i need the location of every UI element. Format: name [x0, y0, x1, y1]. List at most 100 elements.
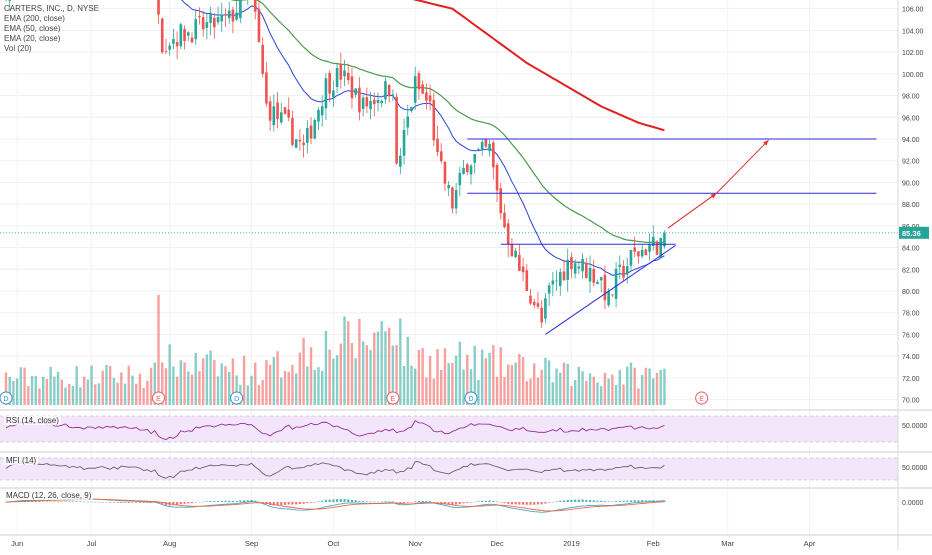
volume-bar	[294, 373, 298, 405]
candle-body	[328, 72, 331, 94]
macd-histogram-bar	[123, 502, 127, 503]
macd-histogram-bar	[109, 502, 112, 503]
macd-pane-label[interactable]: MACD (12, 26, close, 9)	[4, 491, 94, 500]
volume-bar	[168, 344, 171, 405]
candle-body	[335, 68, 339, 88]
candle-body	[343, 70, 346, 77]
event-marker-label: E	[156, 396, 161, 403]
candle-body	[413, 76, 417, 103]
candle-body	[313, 119, 317, 139]
volume-bar	[291, 364, 294, 405]
volume-bar	[265, 359, 268, 405]
price-tick-label: 72.00	[902, 376, 920, 383]
rsi-pane-label[interactable]: RSI (14, close)	[4, 416, 61, 425]
candle-body	[291, 117, 294, 145]
projection-arrowhead-1	[710, 193, 717, 199]
candle-body	[480, 141, 484, 150]
macd-histogram-bar	[216, 500, 220, 502]
volume-bar	[101, 370, 104, 405]
candle-body	[253, 0, 257, 12]
macd-histogram-bar	[417, 500, 421, 502]
macd-histogram-bar	[499, 502, 502, 503]
macd-histogram-bar	[492, 500, 495, 502]
candle-body	[488, 143, 491, 152]
candle-body	[477, 148, 480, 150]
candle-body	[484, 138, 488, 147]
price-tick-label: 102.00	[902, 50, 924, 57]
macd-histogram-bar	[577, 499, 580, 502]
candle-body	[592, 268, 596, 283]
volume-bar	[384, 331, 387, 405]
candle-body	[633, 247, 636, 252]
candle-body	[588, 268, 592, 282]
volume-bar	[622, 384, 625, 405]
volume-bar	[354, 358, 357, 405]
macd-histogram-bar	[514, 502, 517, 505]
candle-body	[469, 165, 473, 175]
legend-volume[interactable]: Vol (20)	[4, 44, 32, 53]
candle-body	[599, 277, 603, 281]
candle-body	[443, 161, 447, 184]
price-tick-label: 92.00	[902, 159, 920, 166]
candle-body	[391, 94, 395, 96]
macd-histogram-bar	[596, 500, 599, 502]
volume-bar	[75, 366, 78, 405]
candle-body	[454, 190, 458, 209]
macd-histogram-bar	[510, 502, 514, 505]
macd-histogram-bar	[633, 500, 636, 502]
macd-histogram-bar	[507, 502, 510, 504]
mfi-pane-label[interactable]: MFI (14)	[4, 456, 39, 465]
volume-bar	[231, 358, 235, 405]
candle-body	[581, 258, 584, 272]
candle-body	[369, 100, 372, 110]
mfi-band	[0, 458, 898, 480]
ema200-line	[412, 0, 665, 132]
macd-histogram-bar	[395, 502, 398, 503]
volume-bar	[458, 341, 462, 405]
macd-histogram-bar	[45, 501, 49, 503]
symbol-title[interactable]: CARTERS, INC., D, NYSE	[4, 4, 99, 13]
legend-ema50[interactable]: EMA (50, close)	[4, 24, 61, 33]
volume-bar	[157, 294, 160, 405]
volume-bar	[529, 378, 532, 405]
volume-bar	[23, 367, 26, 405]
volume-bar	[321, 370, 324, 405]
projection-arrowhead-2	[763, 140, 769, 146]
volume-bar	[633, 367, 636, 405]
rsi-line	[5, 420, 665, 441]
volume-bar	[79, 387, 82, 405]
volume-bar	[373, 332, 376, 405]
volume-bar	[224, 366, 227, 405]
macd-histogram-bar	[83, 501, 86, 503]
candle-body	[306, 127, 309, 143]
price-tick-label: 88.00	[902, 202, 920, 209]
macd-histogram-bar	[321, 500, 324, 502]
ema20-line	[181, 0, 665, 276]
legend-ema200[interactable]: EMA (200, close)	[4, 14, 65, 23]
volume-bar	[272, 356, 276, 405]
macd-histogram-bar	[309, 502, 313, 503]
legend-ema20[interactable]: EMA (20, close)	[4, 34, 61, 43]
candle-body	[663, 232, 666, 247]
candle-body	[458, 172, 462, 186]
macd-histogram-bar	[358, 500, 361, 502]
volume-bar	[525, 381, 528, 405]
candle-body	[209, 13, 212, 23]
volume-bar	[56, 371, 60, 405]
ema50-line	[230, 0, 665, 244]
candle-body	[346, 72, 350, 81]
price-tick-label: 96.00	[902, 115, 920, 122]
volume-bar	[644, 367, 648, 405]
time-axis-label: Mar	[721, 539, 734, 548]
volume-bar	[97, 383, 101, 405]
candle-body	[179, 24, 183, 47]
candle-body	[198, 15, 201, 18]
macd-signal-line	[5, 498, 665, 512]
volume-bar	[53, 376, 56, 405]
macd-histogram-bar	[588, 499, 592, 502]
macd-histogram-bar	[481, 500, 484, 502]
rsi-band	[0, 416, 898, 442]
volume-bar	[45, 379, 49, 405]
